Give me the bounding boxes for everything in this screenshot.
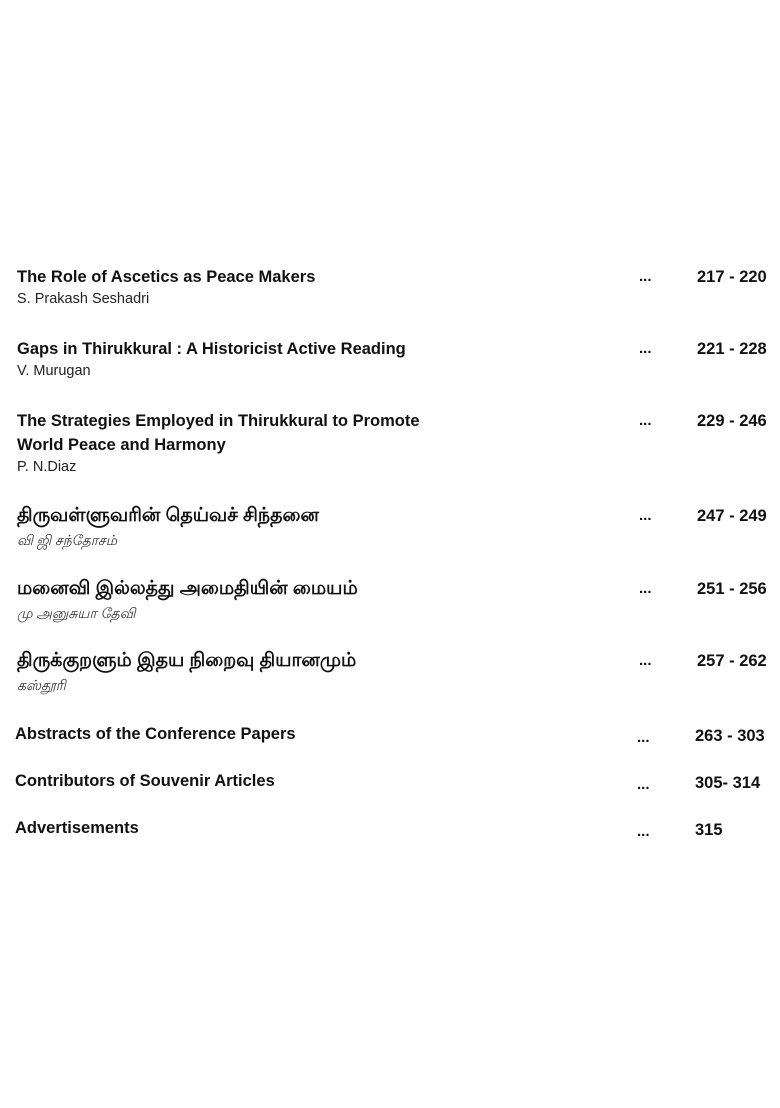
toc-entry: திருக்குறளும் இதய நிறைவு தியானமும் கஸ்தூ… xyxy=(17,647,767,695)
toc-entry: Gaps in Thirukkural : A Historicist Acti… xyxy=(17,337,767,381)
leader-dots: ... xyxy=(639,340,652,357)
leader-dots: ... xyxy=(639,507,652,524)
page-range: 251 - 256 xyxy=(697,580,767,598)
entry-title: Advertisements xyxy=(15,819,139,837)
entry-author: P. N.Diaz xyxy=(17,459,77,475)
entry-author: கஸ்தூரி xyxy=(17,677,66,693)
entry-title: The Strategies Employed in Thirukkural t… xyxy=(17,412,420,454)
toc-entry: Advertisements ... 315 xyxy=(15,816,765,840)
entry-author: V. Murugan xyxy=(17,363,91,379)
entry-title: Contributors of Souvenir Articles xyxy=(15,772,275,790)
entry-title: திருக்குறளும் இதய நிறைவு தியானமும் xyxy=(17,650,357,671)
leader-dots: ... xyxy=(639,268,652,285)
toc-entry: Abstracts of the Conference Papers ... 2… xyxy=(15,722,765,746)
entry-title: Abstracts of the Conference Papers xyxy=(15,725,296,743)
page-range: 257 - 262 xyxy=(697,652,767,670)
page-range: 247 - 249 xyxy=(697,507,767,525)
entry-title: திருவள்ளுவரின் தெய்வச் சிந்தனை xyxy=(17,505,319,526)
toc-entry: மனைவி இல்லத்து அமைதியின் மையம் மு அனுசுய… xyxy=(17,575,767,623)
page-range: 315 xyxy=(695,821,723,839)
toc-entry: The Strategies Employed in Thirukkural t… xyxy=(17,409,767,477)
entry-author: S. Prakash Seshadri xyxy=(17,291,150,307)
entry-author: மு அனுசுயா தேவி xyxy=(17,605,136,621)
leader-dots: ... xyxy=(639,412,652,429)
toc-entry: The Role of Ascetics as Peace Makers S. … xyxy=(17,265,767,309)
leader-dots: ... xyxy=(637,776,650,793)
leader-dots: ... xyxy=(637,729,650,746)
entry-title: The Role of Ascetics as Peace Makers xyxy=(17,268,316,286)
entry-title: மனைவி இல்லத்து அமைதியின் மையம் xyxy=(17,578,358,599)
page-range: 263 - 303 xyxy=(695,727,765,745)
entry-author: வி ஜி சந்தோசம் xyxy=(17,532,118,548)
page-range: 221 - 228 xyxy=(697,340,767,358)
toc-entry: திருவள்ளுவரின் தெய்வச் சிந்தனை வி ஜி சந்… xyxy=(17,502,767,550)
page-range: 305- 314 xyxy=(695,774,761,792)
page-range: 217 - 220 xyxy=(697,268,767,286)
toc-entry: Contributors of Souvenir Articles ... 30… xyxy=(15,769,765,793)
leader-dots: ... xyxy=(639,652,652,669)
leader-dots: ... xyxy=(639,580,652,597)
page-range: 229 - 246 xyxy=(697,412,767,430)
leader-dots: ... xyxy=(637,823,650,840)
entry-title: Gaps in Thirukkural : A Historicist Acti… xyxy=(17,340,406,358)
